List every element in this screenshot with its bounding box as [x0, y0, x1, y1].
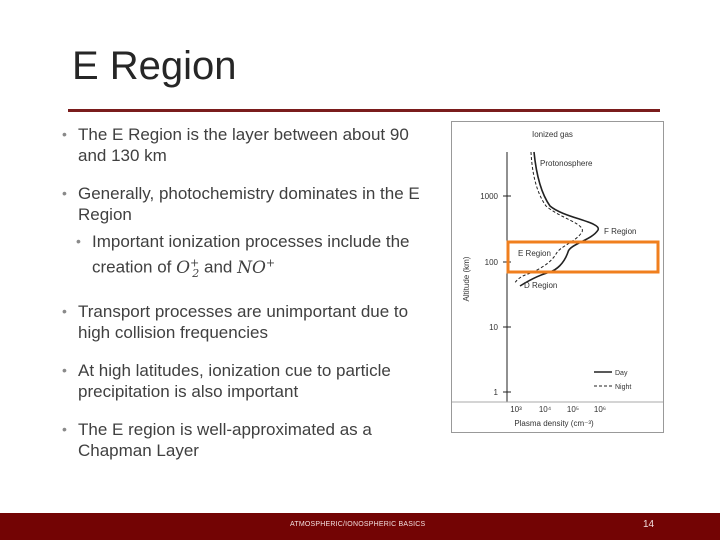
ionosphere-profile-figure: 1000 100 10 1 Altitude (km) 10³ 10⁴ 10⁵ … — [451, 121, 664, 433]
legend-night-label: Night — [615, 384, 631, 391]
bullet-text: Generally, photochemistry dominates in t… — [78, 184, 420, 224]
ionosphere-profile-svg: 1000 100 10 1 Altitude (km) 10³ 10⁴ 10⁵ … — [452, 130, 663, 428]
x-tick-label: 10⁵ — [567, 405, 579, 414]
ionized-gas-label: Ionized gas — [532, 130, 573, 139]
f-region-label: F Region — [604, 227, 636, 236]
sub-bullet-item: Important ionization processes include t… — [76, 231, 440, 284]
bullet-item: Generally, photochemistry dominates in t… — [62, 183, 440, 225]
e-region-highlight-box — [506, 240, 660, 274]
y-tick-label: 1000 — [480, 192, 498, 201]
bullet-item: The E Region is the layer between about … — [62, 124, 440, 166]
slide-title: E Region — [72, 44, 237, 88]
x-tick-label: 10³ — [510, 405, 522, 414]
x-axis-label: Plasma density (cm⁻³) — [514, 419, 594, 428]
protonosphere-label: Protonosphere — [540, 159, 593, 168]
footer-bar: ATMOSPHERIC/IONOSPHERIC BASICS 14 — [0, 513, 720, 540]
night-profile-curve — [513, 151, 583, 285]
y-axis-label: Altitude (km) — [462, 256, 471, 301]
bullet-text: The E region is well-approximated as a C… — [78, 420, 372, 461]
title-divider — [68, 109, 660, 112]
bullet-item: The E region is well-approximated as a C… — [62, 419, 440, 461]
math-o2-plus: O+2 — [176, 256, 200, 281]
bullet-text: The E Region is the layer between about … — [78, 125, 409, 165]
e-region-label: E Region — [518, 249, 551, 258]
bullet-text: Transport processes are unimportant due … — [78, 302, 409, 343]
bullet-item: Transport processes are unimportant due … — [62, 301, 440, 343]
y-tick-label: 1 — [494, 388, 499, 397]
x-tick-label: 10⁴ — [539, 405, 552, 414]
y-tick-label: 10 — [489, 323, 498, 332]
bullet-list: The E Region is the layer between about … — [62, 124, 440, 478]
bullet-text: Important ionization processes include t… — [92, 232, 410, 277]
day-profile-curve — [519, 151, 599, 287]
bullet-text: At high latitudes, ionization cue to par… — [78, 361, 391, 402]
x-tick-label: 10⁶ — [594, 405, 606, 414]
d-region-label: D Region — [524, 281, 557, 290]
y-tick-label: 100 — [485, 258, 499, 267]
math-no-plus: NO+ — [237, 256, 276, 278]
bullet-item: At high latitudes, ionization cue to par… — [62, 360, 440, 402]
footer-text: ATMOSPHERIC/IONOSPHERIC BASICS — [290, 521, 426, 528]
legend-day-label: Day — [615, 370, 628, 377]
page-number: 14 — [643, 519, 655, 530]
